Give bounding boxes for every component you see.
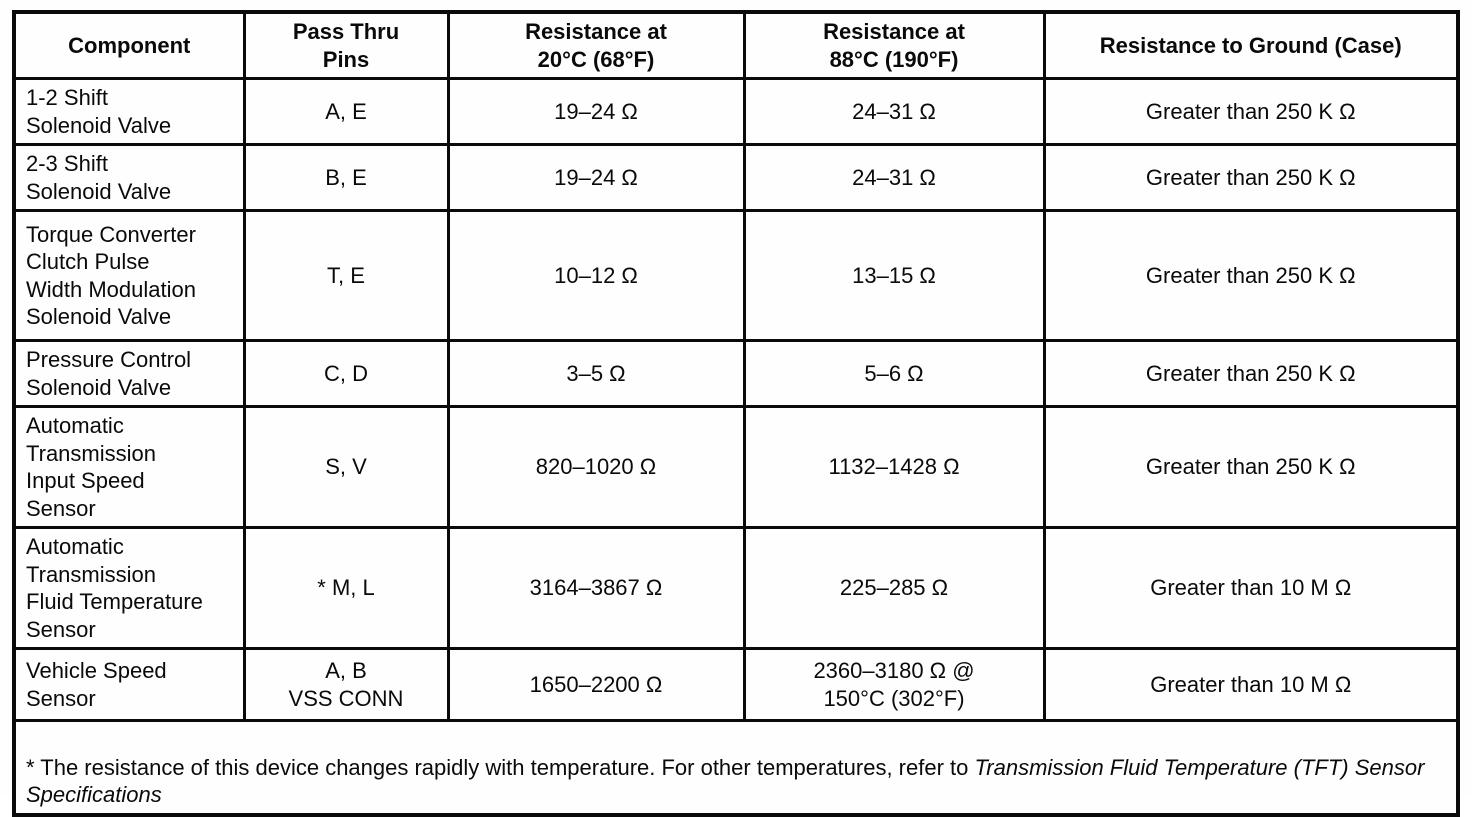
column-header-resistance-to-ground: Resistance to Ground (Case) (1042, 10, 1460, 80)
cell-resistance-ground: Greater than 250 K Ω (1042, 77, 1460, 146)
cell-resistance-ground: Greater than 250 K Ω (1042, 209, 1460, 342)
cell-resistance-ground: Greater than 250 K Ω (1042, 143, 1460, 212)
footnote: * The resistance of this device changes … (12, 719, 1460, 816)
table-row: Automatic Transmission Fluid Temperature… (12, 526, 1460, 650)
cell-resistance-20c: 19–24 Ω (446, 77, 746, 146)
cell-pins: C, D (242, 339, 450, 408)
cell-component: Torque Converter Clutch Pulse Width Modu… (12, 209, 246, 342)
cell-resistance-88c: 24–31 Ω (742, 143, 1046, 212)
cell-component: Pressure Control Solenoid Valve (12, 339, 246, 408)
footnote-row: * The resistance of this device changes … (12, 719, 1460, 816)
cell-pins: A, E (242, 77, 450, 146)
table-row: 1-2 Shift Solenoid Valve A, E 19–24 Ω 24… (12, 77, 1460, 146)
cell-resistance-88c: 1132–1428 Ω (742, 405, 1046, 529)
table-row: Torque Converter Clutch Pulse Width Modu… (12, 209, 1460, 342)
cell-resistance-88c: 5–6 Ω (742, 339, 1046, 408)
cell-resistance-ground: Greater than 250 K Ω (1042, 339, 1460, 408)
cell-component: 1-2 Shift Solenoid Valve (12, 77, 246, 146)
cell-component: 2-3 Shift Solenoid Valve (12, 143, 246, 212)
column-header-component: Component (12, 10, 246, 80)
table-header-row: Component Pass Thru Pins Resistance at 2… (12, 10, 1460, 80)
cell-resistance-20c: 1650–2200 Ω (446, 647, 746, 722)
cell-component: Automatic Transmission Input Speed Senso… (12, 405, 246, 529)
cell-resistance-88c: 225–285 Ω (742, 526, 1046, 650)
footnote-reference-title: Transmission Fluid Temperature (TFT) Sen… (26, 754, 1425, 808)
cell-pins: S, V (242, 405, 450, 529)
column-header-resistance-20c: Resistance at 20°C (68°F) (446, 10, 746, 80)
cell-resistance-88c: 24–31 Ω (742, 77, 1046, 146)
cell-pins: T, E (242, 209, 450, 342)
cell-resistance-ground: Greater than 250 K Ω (1042, 405, 1460, 529)
cell-component: Vehicle Speed Sensor (12, 647, 246, 722)
cell-pins: A, B VSS CONN (242, 647, 450, 722)
cell-pins: * M, L (242, 526, 450, 650)
cell-resistance-88c: 2360–3180 Ω @ 150°C (302°F) (742, 647, 1046, 722)
footnote-text: * The resistance of this device changes … (26, 754, 975, 780)
column-header-resistance-88c: Resistance at 88°C (190°F) (742, 10, 1046, 80)
cell-resistance-20c: 820–1020 Ω (446, 405, 746, 529)
cell-resistance-20c: 10–12 Ω (446, 209, 746, 342)
column-header-pass-thru-pins: Pass Thru Pins (242, 10, 450, 80)
cell-resistance-20c: 3164–3867 Ω (446, 526, 746, 650)
cell-resistance-88c: 13–15 Ω (742, 209, 1046, 342)
resistance-spec-table: Component Pass Thru Pins Resistance at 2… (12, 10, 1460, 817)
cell-resistance-20c: 3–5 Ω (446, 339, 746, 408)
scanned-document-page: Component Pass Thru Pins Resistance at 2… (12, 10, 1460, 817)
cell-resistance-20c: 19–24 Ω (446, 143, 746, 212)
table-row: Automatic Transmission Input Speed Senso… (12, 405, 1460, 529)
cell-component: Automatic Transmission Fluid Temperature… (12, 526, 246, 650)
cell-pins: B, E (242, 143, 450, 212)
table-row: Vehicle Speed Sensor A, B VSS CONN 1650–… (12, 647, 1460, 722)
table-row: 2-3 Shift Solenoid Valve B, E 19–24 Ω 24… (12, 143, 1460, 212)
table-row: Pressure Control Solenoid Valve C, D 3–5… (12, 339, 1460, 408)
cell-resistance-ground: Greater than 10 M Ω (1042, 526, 1460, 650)
cell-resistance-ground: Greater than 10 M Ω (1042, 647, 1460, 722)
